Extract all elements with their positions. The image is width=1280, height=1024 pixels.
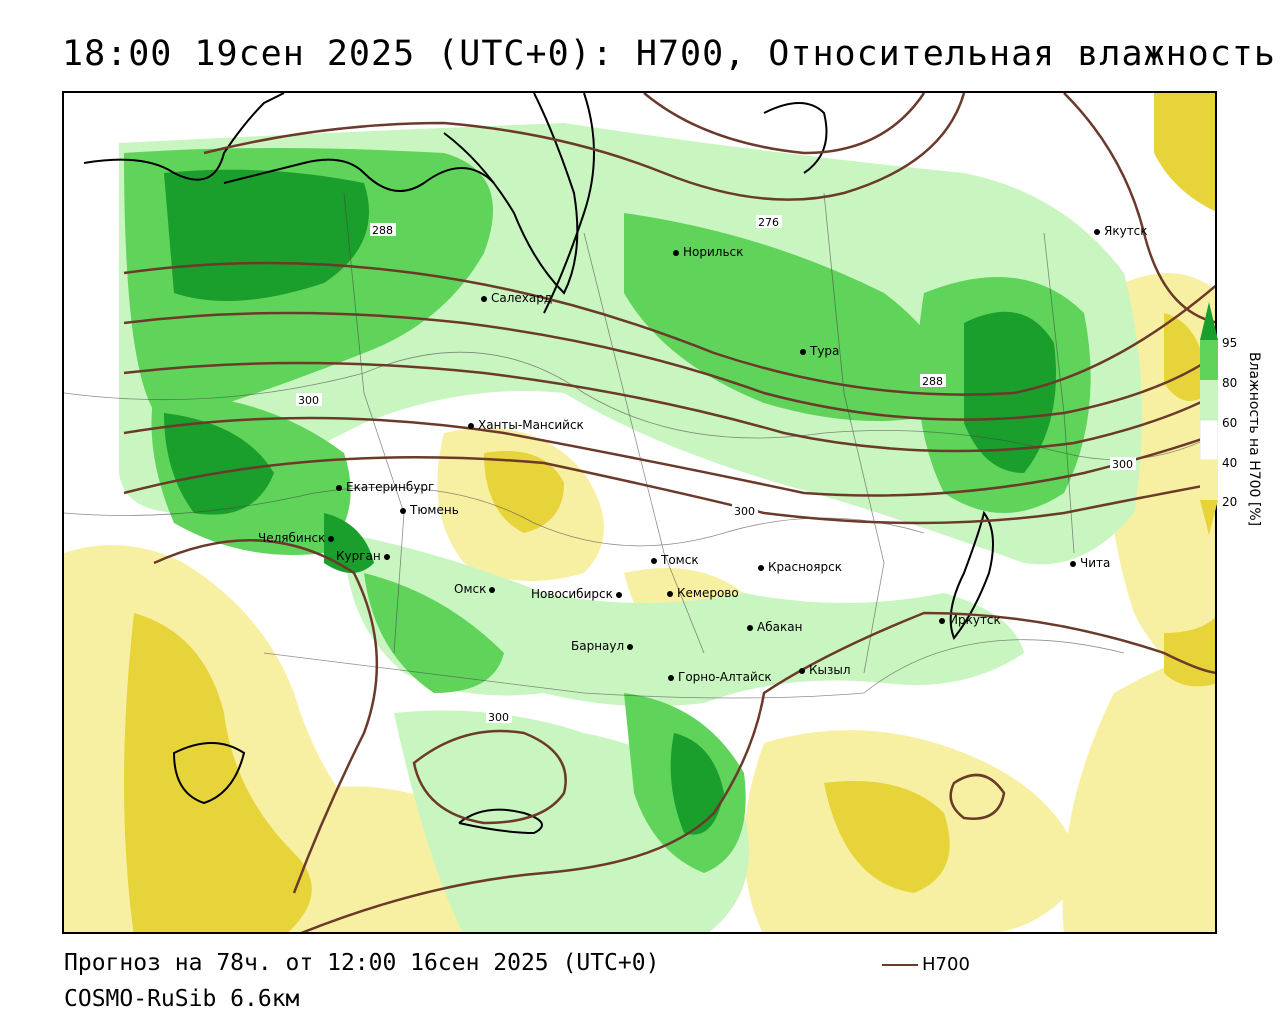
city-marker: Екатеринбург <box>336 480 434 494</box>
city-marker: Кызыл <box>799 663 851 677</box>
city-dot <box>800 348 806 355</box>
city-marker: Томск <box>651 553 699 567</box>
city-dot <box>400 507 406 514</box>
city-dot <box>489 586 496 593</box>
city-dot <box>336 484 342 491</box>
city-marker: Барнаул <box>571 639 637 653</box>
city-dot <box>747 624 753 631</box>
city-marker: Чита <box>1070 556 1110 570</box>
city-label: Кызыл <box>809 663 851 677</box>
city-label: Тура <box>810 344 840 358</box>
humidity-colorbar <box>1200 302 1218 535</box>
city-label: Якутск <box>1104 224 1148 238</box>
city-dot <box>481 295 487 302</box>
city-dot <box>383 553 390 560</box>
city-dot <box>939 617 945 624</box>
city-label: Ханты-Мансийск <box>478 418 584 432</box>
city-dot <box>673 249 679 256</box>
city-label: Чита <box>1080 556 1111 570</box>
contour-label: 300 <box>298 394 319 407</box>
coastline <box>83 93 994 835</box>
h700-legend: H700 <box>882 954 970 975</box>
colorbar-tick: 60 <box>1222 416 1238 430</box>
city-label: Тюмень <box>410 503 459 517</box>
city-label: Салехард <box>491 291 553 305</box>
forecast-info: Прогноз на 78ч. от 12:00 16сен 2025 (UTC… <box>64 950 660 976</box>
city-marker: Тюмень <box>400 503 459 517</box>
city-dot <box>627 643 634 650</box>
city-dot <box>1094 228 1100 235</box>
city-marker: Ханты-Мансийск <box>468 418 584 432</box>
colorbar-tick: 40 <box>1222 456 1238 470</box>
city-dot <box>758 564 764 571</box>
contour-label: 288 <box>372 224 393 237</box>
city-marker: Кемерово <box>667 586 739 600</box>
map-title: 18:00 19сен 2025 (UTC+0): H700, Относите… <box>62 34 1276 74</box>
colorbar-title: Влажность на H700 [%] <box>1246 352 1262 527</box>
contour-label: 300 <box>488 711 509 724</box>
h700-legend-label: H700 <box>922 954 970 975</box>
h700-contours <box>123 93 1215 932</box>
city-marker: Новосибирск <box>531 587 626 601</box>
colorbar-tick: 80 <box>1222 376 1238 390</box>
city-label: Абакан <box>757 620 803 634</box>
city-dot <box>799 667 805 674</box>
city-dot <box>615 591 622 598</box>
city-label: Курган <box>336 549 381 563</box>
city-marker: Челябинск <box>258 531 338 545</box>
city-dot <box>667 590 673 597</box>
city-marker: Норильск <box>673 245 743 259</box>
city-label: Омск <box>454 582 487 596</box>
city-dot <box>1070 560 1076 567</box>
city-label: Горно-Алтайск <box>678 670 772 684</box>
city-dot <box>468 422 474 429</box>
city-label: Кемерово <box>677 586 739 600</box>
colorbar-tick: 20 <box>1222 495 1238 509</box>
contour-label: 288 <box>922 375 943 388</box>
city-marker: Курган <box>336 549 394 563</box>
contour-label: 276 <box>758 216 779 229</box>
city-marker: Якутск <box>1094 224 1148 238</box>
city-label: Екатеринбург <box>346 480 435 494</box>
contour-label: 300 <box>734 505 755 518</box>
city-marker: Салехард <box>481 291 552 305</box>
dry-regions <box>64 93 1215 932</box>
city-dot <box>668 674 674 681</box>
h700-line-swatch <box>882 964 918 966</box>
city-marker: Иркутск <box>939 613 1001 627</box>
city-marker: Омск <box>454 582 499 596</box>
boundaries <box>64 192 1215 699</box>
humidity-map: 288 276 288 300 300 300 300 <box>64 93 1215 932</box>
colorbar-tick: 95 <box>1222 336 1238 350</box>
city-label: Красноярск <box>768 560 842 574</box>
city-marker: Горно-Алтайск <box>668 670 772 684</box>
city-label: Новосибирск <box>531 587 613 601</box>
contour-label: 300 <box>1112 458 1133 471</box>
map-frame: 288 276 288 300 300 300 300 Якутск Норил… <box>62 91 1217 934</box>
model-name: COSMO-RuSib 6.6км <box>64 986 300 1012</box>
city-dot <box>651 557 657 564</box>
contour-label-group: 288 276 288 300 300 300 300 <box>296 215 1136 724</box>
city-dot <box>328 535 335 542</box>
city-label: Барнаул <box>571 639 625 653</box>
city-label: Томск <box>661 553 699 567</box>
city-marker: Красноярск <box>758 560 842 574</box>
city-marker: Абакан <box>747 620 802 634</box>
city-label: Норильск <box>683 245 744 259</box>
city-label: Иркутск <box>949 613 1001 627</box>
city-label: Челябинск <box>258 531 326 545</box>
city-marker: Тура <box>800 344 839 358</box>
